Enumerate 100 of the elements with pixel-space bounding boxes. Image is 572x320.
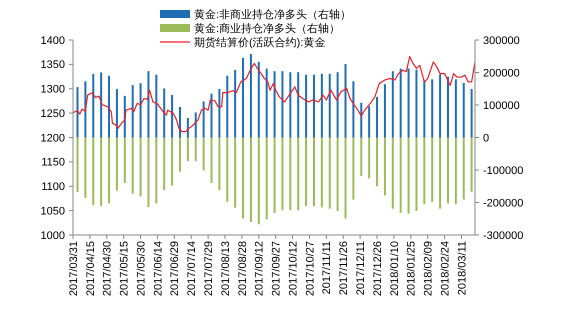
bar bbox=[328, 138, 331, 209]
bar bbox=[178, 106, 181, 138]
bar bbox=[454, 138, 457, 204]
x-tick-label: 2017/06/14 bbox=[152, 241, 164, 296]
bar bbox=[250, 138, 252, 222]
bar bbox=[210, 94, 213, 138]
x-tick-label: 2017/03/31 bbox=[68, 241, 80, 296]
bar bbox=[194, 138, 197, 162]
bar bbox=[76, 87, 79, 138]
bar bbox=[147, 71, 150, 138]
bar bbox=[305, 138, 308, 206]
bar bbox=[462, 138, 465, 200]
y2-tick-label: 0 bbox=[483, 132, 490, 144]
bar bbox=[415, 70, 418, 138]
x-tick-label: 2017/06/29 bbox=[169, 241, 182, 296]
bar bbox=[400, 68, 402, 138]
bar bbox=[218, 138, 220, 190]
x-tick-label: 2017/11/26 bbox=[338, 241, 350, 296]
x-tick-label: 2018/02/24 bbox=[439, 241, 452, 296]
bar bbox=[132, 138, 134, 194]
bar bbox=[274, 138, 276, 213]
bar bbox=[163, 88, 166, 138]
bar bbox=[431, 79, 434, 138]
bar bbox=[352, 81, 354, 138]
y-tick-label: 1350 bbox=[40, 59, 65, 72]
y2-tick-label: -300000 bbox=[483, 230, 524, 242]
y-tick-label: 1250 bbox=[40, 108, 65, 120]
bar bbox=[470, 138, 473, 192]
y2-tick-label: -100000 bbox=[483, 164, 524, 177]
y-tick-label: 1000 bbox=[40, 230, 65, 242]
bar bbox=[218, 89, 220, 138]
bar bbox=[266, 138, 268, 220]
bar bbox=[360, 138, 362, 176]
bar bbox=[116, 89, 118, 138]
legend-label: 期货结算价(活跃合约):黄金 bbox=[194, 36, 326, 49]
y2-tick-label: -200000 bbox=[483, 197, 524, 210]
x-tick-label: 2017/07/29 bbox=[202, 241, 215, 296]
x-tick-label: 2017/05/15 bbox=[118, 241, 131, 296]
bar bbox=[312, 138, 315, 206]
bar bbox=[360, 102, 362, 138]
bar bbox=[76, 138, 79, 192]
bar bbox=[320, 138, 323, 208]
y-tick-label: 1150 bbox=[41, 156, 65, 169]
y-tick-label: 1050 bbox=[40, 205, 65, 218]
bar bbox=[226, 138, 228, 202]
x-tick-label: 2018/03/11 bbox=[456, 241, 468, 296]
bar bbox=[258, 138, 260, 224]
x-tick-label: 2017/08/13 bbox=[220, 241, 232, 296]
bar bbox=[415, 138, 418, 211]
bar bbox=[84, 138, 86, 198]
bar bbox=[147, 138, 150, 208]
bar bbox=[132, 85, 134, 138]
bar bbox=[408, 68, 410, 138]
bar bbox=[226, 76, 228, 138]
bar bbox=[178, 138, 181, 172]
bar bbox=[344, 64, 347, 138]
bar bbox=[171, 138, 174, 186]
bar bbox=[297, 138, 300, 210]
bar bbox=[202, 138, 205, 170]
x-tick-label: 2017/04/30 bbox=[102, 241, 114, 296]
bar bbox=[297, 72, 300, 138]
x-tick-label: 2017/08/28 bbox=[236, 241, 249, 296]
bar bbox=[92, 74, 94, 138]
bar bbox=[368, 138, 370, 178]
bar bbox=[163, 138, 166, 190]
bar bbox=[140, 138, 142, 196]
bar bbox=[470, 89, 473, 138]
bar bbox=[376, 138, 378, 186]
bar bbox=[140, 83, 142, 138]
bar bbox=[439, 138, 442, 209]
bar bbox=[234, 138, 236, 208]
bar bbox=[320, 74, 323, 138]
x-tick-label: 2017/10/27 bbox=[304, 241, 316, 296]
bar bbox=[289, 72, 292, 138]
x-tick-label: 2017/07/14 bbox=[186, 241, 198, 296]
bar bbox=[446, 76, 449, 138]
line-series bbox=[72, 56, 476, 132]
bar bbox=[266, 68, 268, 138]
bar bbox=[408, 138, 410, 214]
bar bbox=[344, 138, 347, 218]
x-tick-label: 2017/11/11 bbox=[321, 241, 334, 294]
y-tick-label: 1200 bbox=[40, 132, 65, 144]
bar bbox=[186, 138, 189, 162]
bar bbox=[400, 138, 402, 213]
x-tick-label: 2018/01/25 bbox=[406, 241, 418, 296]
bar bbox=[462, 82, 465, 138]
bar bbox=[242, 58, 244, 138]
bar bbox=[108, 76, 110, 138]
x-tick-label: 2018/01/10 bbox=[388, 241, 401, 296]
bar bbox=[194, 112, 197, 138]
bar bbox=[281, 71, 284, 138]
bar bbox=[202, 101, 205, 138]
bar bbox=[92, 138, 94, 206]
bar bbox=[289, 138, 292, 210]
bar bbox=[336, 138, 339, 211]
bar bbox=[336, 72, 339, 138]
bar bbox=[312, 74, 315, 138]
legend-label: 黄金:商业持仓净多头（右轴） bbox=[194, 22, 340, 35]
bar bbox=[454, 79, 457, 138]
bar bbox=[100, 138, 102, 206]
